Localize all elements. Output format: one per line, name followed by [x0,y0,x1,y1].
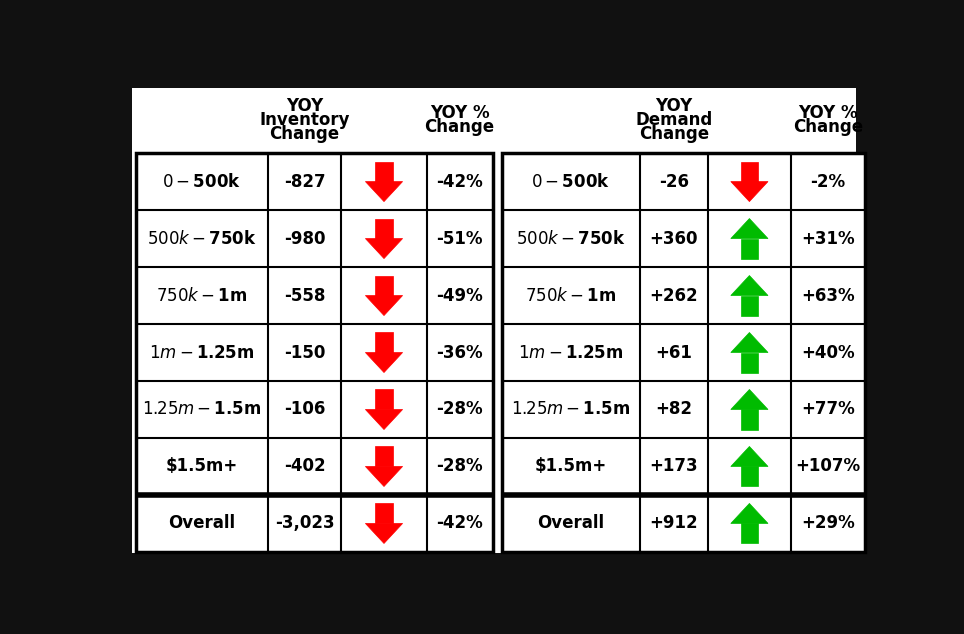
Bar [502,153,865,552]
Polygon shape [741,162,758,181]
Text: -106: -106 [283,401,325,418]
Polygon shape [731,332,768,353]
Text: +912: +912 [650,514,698,533]
Text: $1.5m+: $1.5m+ [166,458,238,476]
Text: $1m - $1.25m: $1m - $1.25m [518,344,624,361]
Text: +82: +82 [656,401,692,418]
Text: YOY %: YOY % [798,105,858,122]
Polygon shape [365,524,403,543]
Text: +262: +262 [650,287,698,304]
Text: -558: -558 [283,287,325,304]
Polygon shape [375,276,392,295]
Polygon shape [741,524,758,543]
Text: $1.25m - $1.5m: $1.25m - $1.5m [511,401,630,418]
Text: Change: Change [424,119,495,136]
Text: +360: +360 [650,230,698,247]
Text: $0 - $500k: $0 - $500k [531,172,610,191]
Polygon shape [741,467,758,486]
Polygon shape [741,238,758,259]
Text: YOY %: YOY % [430,105,490,122]
Text: +107%: +107% [795,458,860,476]
Text: +29%: +29% [801,514,854,533]
Polygon shape [365,181,403,202]
Bar [136,153,493,552]
Text: Overall: Overall [169,514,235,533]
Polygon shape [741,295,758,316]
Polygon shape [731,446,768,467]
Text: -49%: -49% [436,287,483,304]
Text: YOY: YOY [656,98,692,115]
Polygon shape [375,503,392,524]
Polygon shape [731,181,768,202]
Text: $750k - $1m: $750k - $1m [525,287,616,304]
Text: Overall: Overall [537,514,604,533]
Polygon shape [365,410,403,429]
Text: Change: Change [639,126,709,143]
Polygon shape [731,389,768,410]
Text: Inventory: Inventory [259,112,350,129]
Text: Change: Change [792,119,863,136]
Text: -2%: -2% [810,172,845,191]
Text: YOY: YOY [286,98,323,115]
Polygon shape [365,238,403,259]
Text: -42%: -42% [436,172,483,191]
Polygon shape [365,353,403,373]
Polygon shape [365,467,403,486]
Polygon shape [365,295,403,316]
Polygon shape [375,446,392,467]
Text: $0 - $500k: $0 - $500k [162,172,241,191]
Text: -150: -150 [283,344,325,361]
Text: Change: Change [270,126,339,143]
Text: +173: +173 [650,458,698,476]
Text: -26: -26 [658,172,689,191]
Text: +63%: +63% [801,287,854,304]
Text: $750k - $1m: $750k - $1m [156,287,248,304]
Text: $1.5m+: $1.5m+ [535,458,607,476]
Text: -827: -827 [283,172,326,191]
Text: -42%: -42% [436,514,483,533]
Text: -51%: -51% [437,230,483,247]
Polygon shape [375,389,392,410]
Text: -28%: -28% [437,401,483,418]
Text: +40%: +40% [801,344,854,361]
Polygon shape [731,276,768,295]
Text: Demand: Demand [635,112,712,129]
Text: $500k - $750k: $500k - $750k [516,230,626,247]
Polygon shape [375,332,392,353]
Text: -3,023: -3,023 [275,514,335,533]
Text: -28%: -28% [437,458,483,476]
Text: -402: -402 [283,458,326,476]
Polygon shape [741,410,758,429]
Text: -980: -980 [283,230,325,247]
Text: +61: +61 [656,344,692,361]
Text: $1.25m - $1.5m: $1.25m - $1.5m [143,401,261,418]
Polygon shape [731,503,768,524]
Text: $500k - $750k: $500k - $750k [147,230,256,247]
Text: $1m - $1.25m: $1m - $1.25m [149,344,254,361]
Text: +31%: +31% [801,230,854,247]
Text: +77%: +77% [801,401,854,418]
Polygon shape [375,219,392,238]
Text: -36%: -36% [437,344,483,361]
Polygon shape [731,219,768,238]
Polygon shape [375,162,392,181]
Polygon shape [741,353,758,373]
